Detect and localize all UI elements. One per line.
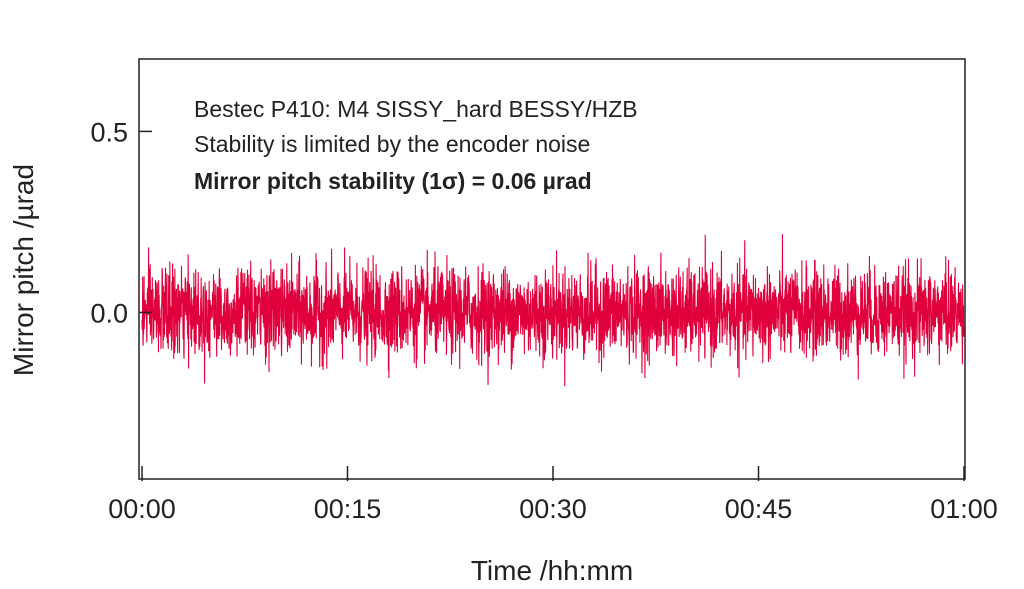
y-tick-label: 0.0 bbox=[90, 298, 128, 328]
annotation-line-3: Mirror pitch stability (1σ) = 0.06 µrad bbox=[194, 168, 592, 194]
y-axis: 0.5 0.0 bbox=[90, 117, 152, 328]
x-tick-label: 00:15 bbox=[314, 494, 382, 524]
annotation-line-2: Stability is limited by the encoder nois… bbox=[194, 131, 590, 157]
x-axis-title: Time /hh:mm bbox=[471, 555, 633, 586]
signal-trace bbox=[141, 234, 965, 387]
series-line bbox=[141, 234, 965, 387]
x-tick-label: 01:00 bbox=[930, 494, 998, 524]
y-axis-title: Mirror pitch /µrad bbox=[8, 164, 39, 376]
x-tick-label: 00:00 bbox=[108, 494, 176, 524]
x-axis: 00:00 00:15 00:30 00:45 01:00 bbox=[108, 466, 998, 524]
x-tick-label: 00:45 bbox=[725, 494, 793, 524]
annotation-line-1: Bestec P410: M4 SISSY_hard BESSY/HZB bbox=[194, 96, 638, 122]
x-tick-label: 00:30 bbox=[519, 494, 587, 524]
y-tick-label: 0.5 bbox=[90, 117, 128, 147]
plot-frame bbox=[138, 58, 966, 480]
